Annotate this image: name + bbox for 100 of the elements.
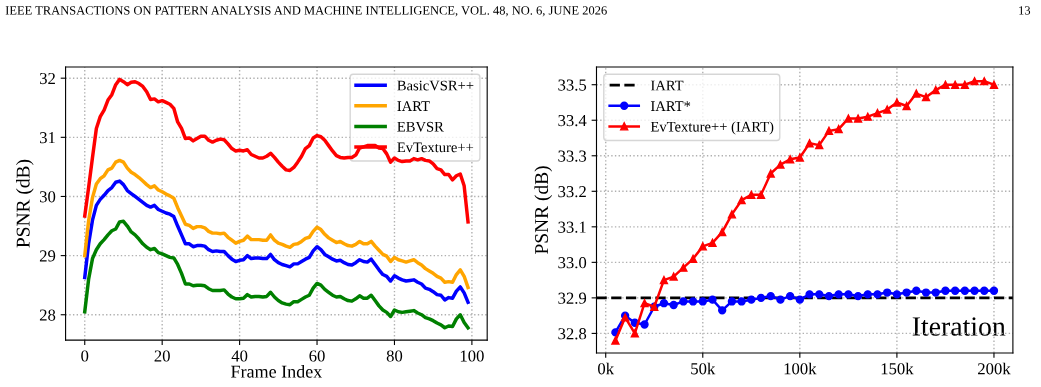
x-tick-label: 100 <box>460 350 484 362</box>
x-tick-label: 100k <box>784 362 817 375</box>
point <box>727 210 737 219</box>
legend-label: IART <box>650 80 684 91</box>
point <box>698 242 707 251</box>
point <box>892 98 902 107</box>
x-tick-label: 200k <box>978 362 1011 375</box>
point <box>902 101 911 111</box>
y-axis-title: PSNR (dB) <box>534 166 553 254</box>
point <box>883 105 892 114</box>
point <box>611 336 620 345</box>
point <box>688 254 698 263</box>
point <box>853 114 863 123</box>
point <box>766 169 775 178</box>
point <box>640 299 649 308</box>
point <box>630 329 640 338</box>
y-tick-label: 33.5 <box>558 79 587 91</box>
point <box>960 286 970 295</box>
point <box>718 227 727 237</box>
x-tick-label: 60 <box>309 350 325 362</box>
point <box>844 114 853 123</box>
point <box>824 126 834 136</box>
x-tick-label: 150k <box>881 362 914 375</box>
y-tick-label: 28 <box>39 309 56 321</box>
point <box>795 295 805 304</box>
point <box>834 290 843 299</box>
point <box>688 297 698 306</box>
point <box>960 80 970 89</box>
y-tick-label: 33.2 <box>558 186 586 198</box>
point <box>931 288 940 297</box>
point <box>883 288 892 297</box>
legend-label: IART <box>397 101 430 111</box>
point <box>708 238 717 247</box>
point <box>980 286 989 295</box>
point <box>892 290 902 299</box>
point <box>747 295 756 304</box>
legend-label: BasicVSR++ <box>397 80 474 91</box>
point <box>989 80 999 89</box>
point <box>785 155 795 164</box>
y-tick-label: 32.9 <box>558 292 587 304</box>
text: IEEE TRANSACTIONS ON PATTERN ANALYSIS AND MACHINE INTELLIGENCE, VOL. 48, NO. 6, JUNE 2026 <box>5 6 607 17</box>
point <box>912 89 921 98</box>
point <box>776 160 785 169</box>
line-series <box>83 158 470 290</box>
legend-label: EvTexture++ (IART) <box>650 121 774 135</box>
y-tick-label: 29 <box>39 250 56 262</box>
point <box>698 297 707 306</box>
legend-label: EvTexture++ <box>397 142 474 153</box>
point <box>718 306 727 315</box>
y-tick-label: 32 <box>39 72 55 85</box>
point <box>980 76 989 86</box>
x-tick-label: 40 <box>231 350 248 362</box>
point <box>824 291 834 301</box>
point <box>737 196 746 205</box>
point <box>873 108 882 118</box>
point <box>669 272 678 281</box>
point <box>970 286 979 295</box>
point <box>756 190 766 200</box>
point <box>921 288 931 297</box>
point <box>989 286 999 295</box>
point <box>844 290 853 299</box>
point <box>815 140 824 150</box>
point <box>756 293 766 303</box>
point <box>679 297 688 306</box>
point <box>834 124 843 134</box>
point <box>659 299 669 308</box>
point <box>873 290 882 299</box>
point <box>863 112 872 121</box>
y-tick-label: 31 <box>39 132 55 144</box>
point <box>853 291 863 301</box>
text: 13 <box>1019 6 1031 15</box>
point <box>747 190 756 200</box>
point <box>912 286 921 295</box>
point <box>921 92 931 102</box>
x-tick-label: 20 <box>154 350 170 362</box>
point <box>950 80 960 89</box>
x-tick-label: 80 <box>386 350 403 362</box>
point <box>815 290 824 299</box>
point <box>941 80 950 89</box>
x-axis-title: Frame Index <box>231 365 323 378</box>
y-tick-label: 30 <box>39 191 56 203</box>
point <box>902 288 911 297</box>
point <box>640 320 649 329</box>
x-axis-title: Iteration <box>912 317 1006 336</box>
y-tick-label: 33.1 <box>558 221 586 233</box>
point <box>795 153 805 162</box>
x-tick-label: 0k <box>598 362 615 375</box>
point <box>737 297 746 306</box>
y-tick-label: 33.3 <box>558 150 587 162</box>
legend-label: IART* <box>650 101 691 111</box>
point <box>659 275 669 285</box>
point <box>931 85 940 95</box>
point <box>766 291 775 301</box>
x-tick-label: 50k <box>691 362 716 375</box>
y-axis-title: PSNR (dB) <box>16 159 34 248</box>
line-series <box>83 179 470 305</box>
point <box>708 295 717 304</box>
point <box>970 76 979 86</box>
point <box>941 286 950 295</box>
line-series <box>83 219 470 330</box>
